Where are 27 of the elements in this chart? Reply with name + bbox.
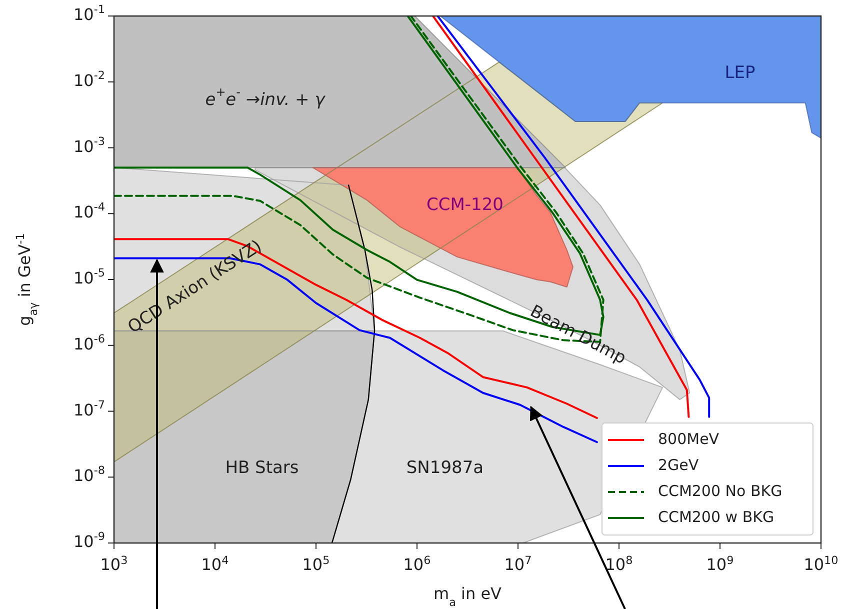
y-tick-label: 10$^{-4}$ xyxy=(73,200,105,222)
y-tick-label: 10$^{-1}$ xyxy=(73,2,105,24)
y-tick-label: 10$^{-5}$ xyxy=(73,266,105,288)
y-tick-label: 10$^{-3}$ xyxy=(73,134,105,156)
x-tick-label: 10$^{9}$ xyxy=(706,554,734,574)
y-tick-label: 10$^{-7}$ xyxy=(73,398,105,420)
x-tick-label: 10$^{5}$ xyxy=(302,554,330,574)
legend-label: CCM200 w BKG xyxy=(658,508,774,526)
y-tick-label: 10$^{-2}$ xyxy=(73,68,105,90)
annotation: e$^{+}$e$^{-}$ →inv. + γ xyxy=(205,85,326,110)
x-tick-label: 10$^{7}$ xyxy=(504,554,532,574)
annotation: HB Stars xyxy=(225,458,299,478)
x-tick-label: 10$^{6}$ xyxy=(403,554,431,574)
annotation: CCM-120 xyxy=(426,194,504,215)
y-tick-label: 10$^{-9}$ xyxy=(73,530,105,552)
x-tick-label: 10$^{3}$ xyxy=(100,554,128,574)
legend-label: 800MeV xyxy=(658,430,720,448)
x-tick-label: 10$^{8}$ xyxy=(605,554,633,574)
legend-label: 2GeV xyxy=(658,456,700,474)
annotation: SN1987a xyxy=(406,458,484,478)
legend-label: CCM200 No BKG xyxy=(658,482,782,500)
y-tick-label: 10$^{-6}$ xyxy=(73,332,105,354)
x-axis-title: m$_{a}$ in eV xyxy=(434,584,502,608)
x-tick-label: 10$^{4}$ xyxy=(201,554,229,574)
x-tick-label: 10$^{10}$ xyxy=(804,554,838,574)
annotation: LEP xyxy=(724,62,756,83)
y-tick-label: 10$^{-8}$ xyxy=(73,464,105,486)
